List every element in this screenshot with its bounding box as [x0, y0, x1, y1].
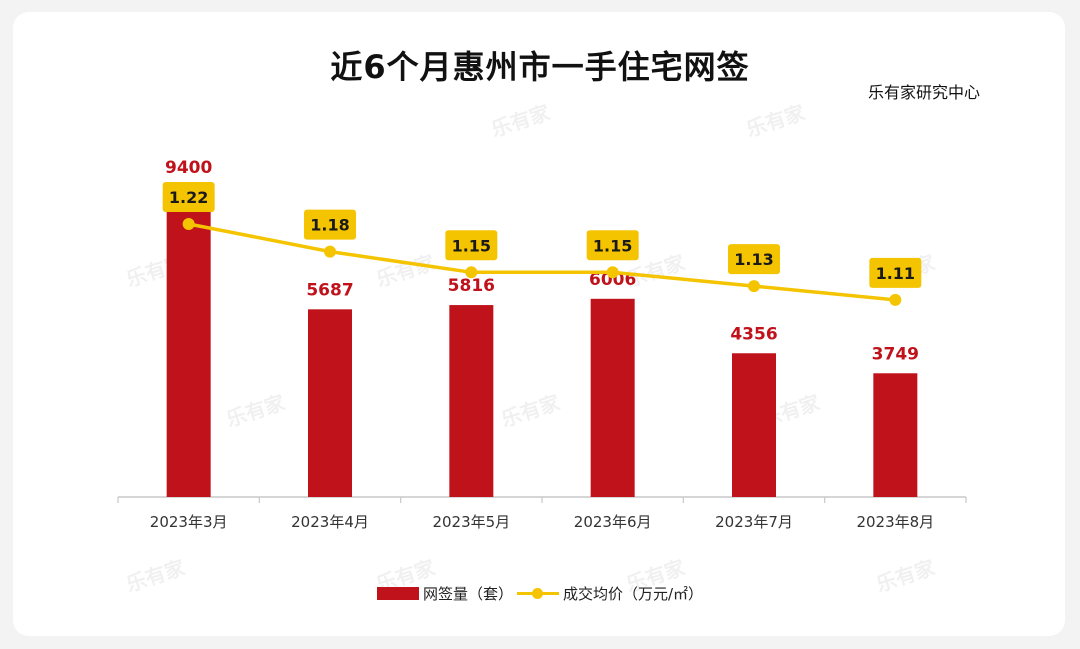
price-label-box [586, 230, 639, 261]
bar-value-label: 9400 [165, 158, 212, 178]
x-tick-label: 2023年7月 [715, 513, 793, 531]
price-label-box [304, 209, 356, 240]
price-value-label: 1.11 [876, 264, 915, 283]
x-tick-label: 2023年4月 [291, 513, 369, 531]
x-tick-label: 2023年6月 [574, 513, 652, 531]
legend-bar-label: 网签量（套） [422, 584, 513, 603]
price-label-box [445, 230, 498, 261]
legend-line-swatch [516, 586, 559, 600]
bar-value-label: 5687 [306, 280, 353, 300]
price-point [606, 266, 619, 279]
price-value-label: 1.13 [734, 250, 773, 269]
price-value-label: 1.22 [169, 188, 208, 207]
x-tick-label: 2023年5月 [432, 513, 510, 531]
bar [166, 186, 211, 498]
bar [873, 373, 918, 497]
legend-bar-swatch [376, 586, 419, 600]
price-label-box [728, 244, 780, 275]
price-label-box [869, 257, 922, 288]
bar-value-label: 4356 [730, 324, 777, 344]
bar [308, 309, 352, 497]
bar [449, 305, 494, 497]
price-point [465, 266, 478, 279]
price-point [182, 218, 195, 230]
price-point [324, 245, 336, 258]
price-point [889, 293, 902, 306]
bar [732, 353, 776, 497]
price-value-label: 1.15 [593, 236, 632, 255]
price-point [748, 280, 760, 293]
price-line [188, 222, 896, 302]
price-value-label: 1.18 [310, 216, 349, 235]
x-tick-label: 2023年8月 [856, 513, 934, 531]
x-tick-label: 2023年3月 [150, 513, 228, 531]
legend-line-label: 成交均价（万元/㎡） [562, 584, 704, 603]
bar-value-label: 5816 [448, 276, 495, 296]
chart-title: 近6个月惠州市一手住宅网签 [330, 48, 750, 86]
bar-value-label: 3749 [872, 344, 919, 364]
price-value-label: 1.15 [452, 236, 491, 255]
bar [590, 298, 635, 497]
legend: 网签量（套） 成交均价（万元/㎡） [0, 580, 1080, 606]
price-label-box [162, 182, 215, 212]
source-label: 乐有家研究中心 [868, 83, 981, 102]
